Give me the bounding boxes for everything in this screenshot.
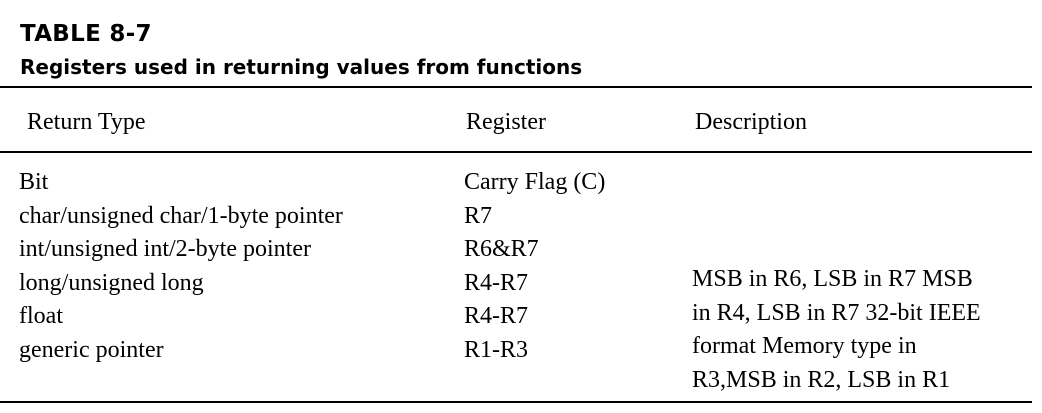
description-line: R3,MSB in R2, LSB in R1 bbox=[692, 366, 951, 393]
table-row: float R4-R7 bbox=[0, 300, 1040, 334]
return-type-cell: int/unsigned int/2-byte pointer bbox=[19, 236, 311, 263]
register-cell: Carry Flag (C) bbox=[464, 169, 606, 195]
return-type-cell: float bbox=[19, 303, 63, 330]
header-register: Register bbox=[466, 109, 546, 135]
table-number: TABLE 8-7 bbox=[20, 21, 152, 47]
header-description: Description bbox=[695, 109, 807, 135]
header-rule bbox=[0, 151, 1032, 153]
header-return-type: Return Type bbox=[27, 109, 146, 135]
table-header: Return Type Register Description bbox=[0, 109, 1040, 143]
table-caption: TABLE 8-7 Registers used in returning va… bbox=[20, 20, 582, 82]
table-title: Registers used in returning values from … bbox=[20, 55, 583, 79]
top-rule bbox=[0, 86, 1032, 88]
return-type-cell: Bit bbox=[19, 169, 49, 195]
description-cell: MSB in R6, LSB in R7 MSB in R4, LSB in R… bbox=[692, 263, 981, 397]
return-type-cell: generic pointer bbox=[19, 336, 164, 363]
register-cell: R4-R7 bbox=[464, 303, 529, 330]
register-cell: R1-R3 bbox=[464, 336, 529, 363]
register-cell: R7 bbox=[464, 202, 493, 229]
return-type-cell: char/unsigned char/1-byte pointer bbox=[19, 202, 343, 229]
description-line: MSB in R6, LSB in R7 MSB bbox=[692, 266, 973, 292]
bottom-rule bbox=[0, 401, 1032, 403]
register-cell: R4-R7 bbox=[464, 269, 529, 296]
table-row: generic pointer R1-R3 bbox=[0, 334, 1040, 368]
description-line: in R4, LSB in R7 32-bit IEEE bbox=[692, 299, 981, 326]
table-row: char/unsigned char/1-byte pointer R7 bbox=[0, 200, 1040, 234]
table-row: long/unsigned long R4-R7 bbox=[0, 267, 1040, 301]
table-body: Bit Carry Flag (C) char/unsigned char/1-… bbox=[0, 166, 1040, 368]
table-row: int/unsigned int/2-byte pointer R6&R7 bbox=[0, 233, 1040, 267]
register-cell: R6&R7 bbox=[464, 236, 539, 263]
description-line: format Memory type in bbox=[692, 333, 917, 360]
table-row: Bit Carry Flag (C) bbox=[0, 166, 1040, 200]
return-type-cell: long/unsigned long bbox=[19, 269, 204, 296]
